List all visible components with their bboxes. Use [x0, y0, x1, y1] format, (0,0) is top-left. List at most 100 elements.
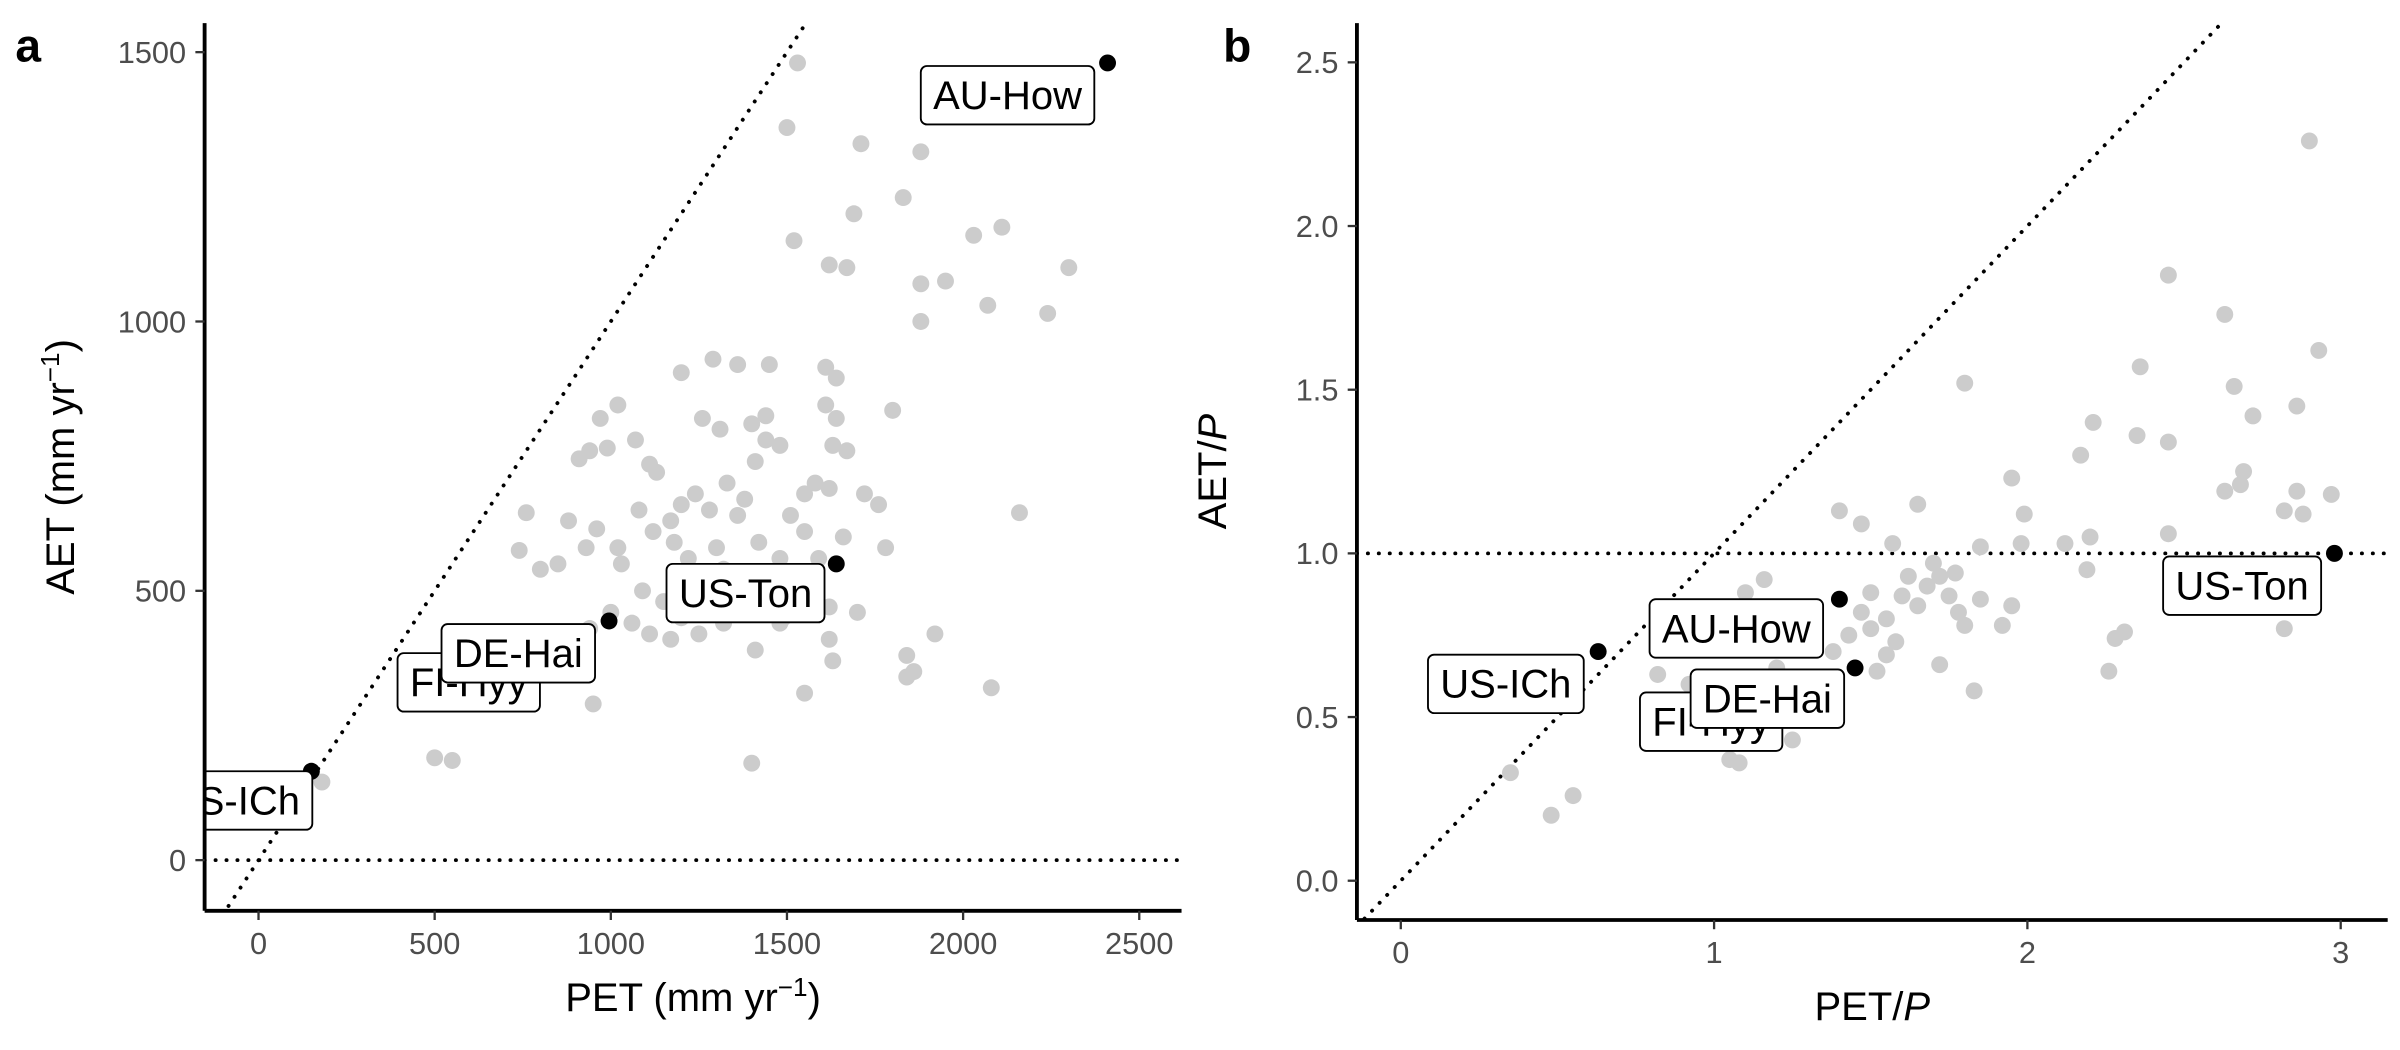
point	[736, 490, 754, 508]
point	[641, 625, 659, 643]
point	[2275, 620, 2293, 638]
point	[426, 749, 444, 767]
point	[912, 275, 930, 293]
point	[2231, 476, 2249, 494]
point	[1852, 603, 1870, 621]
panel-label: a	[15, 20, 41, 72]
identity-line	[223, 23, 809, 911]
point	[1783, 731, 1801, 749]
point	[2003, 597, 2021, 615]
point	[827, 409, 845, 427]
point	[598, 439, 616, 457]
point	[718, 474, 736, 492]
point	[634, 582, 651, 600]
point	[693, 409, 711, 427]
point	[690, 625, 708, 643]
y-tick-label: 1500	[118, 35, 186, 70]
point	[982, 679, 1000, 697]
point	[894, 189, 912, 207]
point	[760, 356, 778, 374]
point	[1956, 616, 1974, 634]
highlight-point	[2325, 544, 2343, 562]
site-label: AU-How	[1648, 598, 1825, 659]
point	[2294, 505, 2312, 523]
point	[1862, 620, 1880, 638]
point	[1887, 633, 1905, 651]
point	[1868, 662, 1886, 680]
axis-title-part: AET/	[1191, 440, 1235, 530]
y-tick-label: 1000	[118, 304, 186, 339]
point	[704, 350, 722, 368]
point	[877, 539, 895, 557]
axis-title-part: P	[1903, 985, 1930, 1029]
point	[1971, 590, 1989, 608]
point	[743, 415, 761, 433]
point	[817, 358, 835, 376]
site-label: US-Ton	[665, 562, 826, 624]
point	[810, 550, 828, 567]
point	[443, 752, 461, 769]
point	[926, 625, 944, 643]
point	[838, 259, 856, 277]
point	[2072, 446, 2090, 464]
label-text: US-ICh	[1440, 663, 1571, 707]
panel: bAU-HowUS-TonFI-HyyDE-HaiUS-ICh01230.00.…	[1191, 20, 2388, 1029]
point	[686, 485, 704, 503]
x-tick-label: 500	[409, 926, 460, 961]
point	[2310, 341, 2328, 359]
point	[796, 485, 814, 503]
label-box	[665, 562, 826, 624]
point	[785, 232, 803, 250]
axis-title-part: −1	[35, 352, 65, 382]
point	[609, 539, 627, 557]
highlight-point	[1589, 643, 1607, 661]
point	[1956, 374, 1974, 392]
site-label: DE-Hai	[1689, 668, 1846, 729]
point	[757, 431, 775, 449]
point	[965, 226, 983, 244]
point	[630, 501, 648, 519]
point	[560, 512, 578, 530]
point	[1909, 597, 1927, 615]
point	[2216, 482, 2234, 500]
site-label: AU-How	[919, 65, 1096, 126]
point	[898, 668, 916, 686]
point	[708, 539, 725, 557]
point	[612, 555, 630, 573]
point	[746, 641, 764, 659]
point	[806, 474, 824, 492]
point	[993, 218, 1011, 236]
x-tick-label: 0	[1392, 935, 1409, 970]
point	[834, 528, 852, 546]
y-tick-label: 1.5	[1296, 372, 1339, 407]
point	[662, 630, 680, 648]
label-text: AU-How	[1662, 607, 1811, 651]
panel: aAU-HowUS-TonFI-HyyDE-HaiUS-ICh050010001…	[15, 20, 1182, 1020]
y-tick-label: 2.5	[1296, 45, 1339, 80]
point	[746, 453, 764, 470]
y-axis-title: AET (mm yr−1)	[35, 339, 83, 595]
x-axis-title: PET/P	[1815, 985, 1931, 1029]
label-text: US-ICh	[169, 779, 300, 823]
highlight-point	[1099, 54, 1117, 72]
point	[1877, 610, 1895, 628]
point	[729, 356, 747, 374]
point	[796, 523, 814, 541]
axis-title-part: PET (mm yr	[565, 976, 778, 1020]
point	[313, 773, 331, 791]
point	[1993, 616, 2011, 634]
point	[2235, 463, 2253, 480]
point	[672, 364, 690, 382]
point	[824, 652, 842, 670]
point	[778, 119, 796, 137]
point	[757, 407, 775, 425]
point	[517, 504, 535, 522]
point	[820, 630, 838, 648]
point	[870, 496, 888, 514]
point	[644, 523, 662, 541]
point	[1862, 584, 1880, 602]
point	[2288, 397, 2306, 415]
point	[623, 614, 641, 632]
